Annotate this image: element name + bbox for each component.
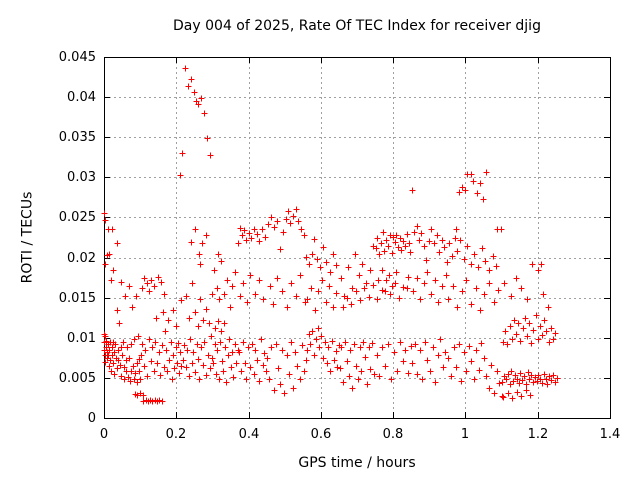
y-tick-label: 0.01 bbox=[67, 331, 96, 346]
x-tick-label: 0.2 bbox=[166, 427, 187, 442]
x-tick-label: 1.4 bbox=[600, 427, 621, 442]
plot-frame bbox=[104, 57, 611, 419]
x-tick-label: 0.8 bbox=[383, 427, 404, 442]
y-tick-label: 0.04 bbox=[67, 90, 96, 105]
y-tick-label: 0.035 bbox=[59, 130, 96, 145]
x-tick-label: 1 bbox=[461, 427, 469, 442]
chart-title: Day 004 of 2025, Rate Of TEC Index for r… bbox=[173, 18, 541, 34]
axis-ticks bbox=[104, 57, 611, 419]
y-tick-label: 0.03 bbox=[67, 170, 96, 185]
x-axis-title: GPS time / hours bbox=[298, 455, 416, 471]
y-tick-label: 0.045 bbox=[59, 50, 96, 65]
x-tick-label: 0.6 bbox=[311, 427, 332, 442]
x-tick-label: 1.2 bbox=[528, 427, 549, 442]
y-tick-label: 0.02 bbox=[67, 251, 96, 266]
y-tick-label: 0.005 bbox=[59, 371, 96, 386]
y-axis-title: ROTI / TECUs bbox=[19, 191, 36, 284]
y-tick-label: 0.015 bbox=[59, 291, 96, 306]
scatter-points bbox=[101, 65, 561, 405]
x-tick-label: 0 bbox=[100, 427, 108, 442]
y-tick-label: 0 bbox=[88, 411, 96, 426]
y-tick-label: 0.025 bbox=[59, 210, 96, 225]
x-tick-label: 0.4 bbox=[239, 427, 260, 442]
